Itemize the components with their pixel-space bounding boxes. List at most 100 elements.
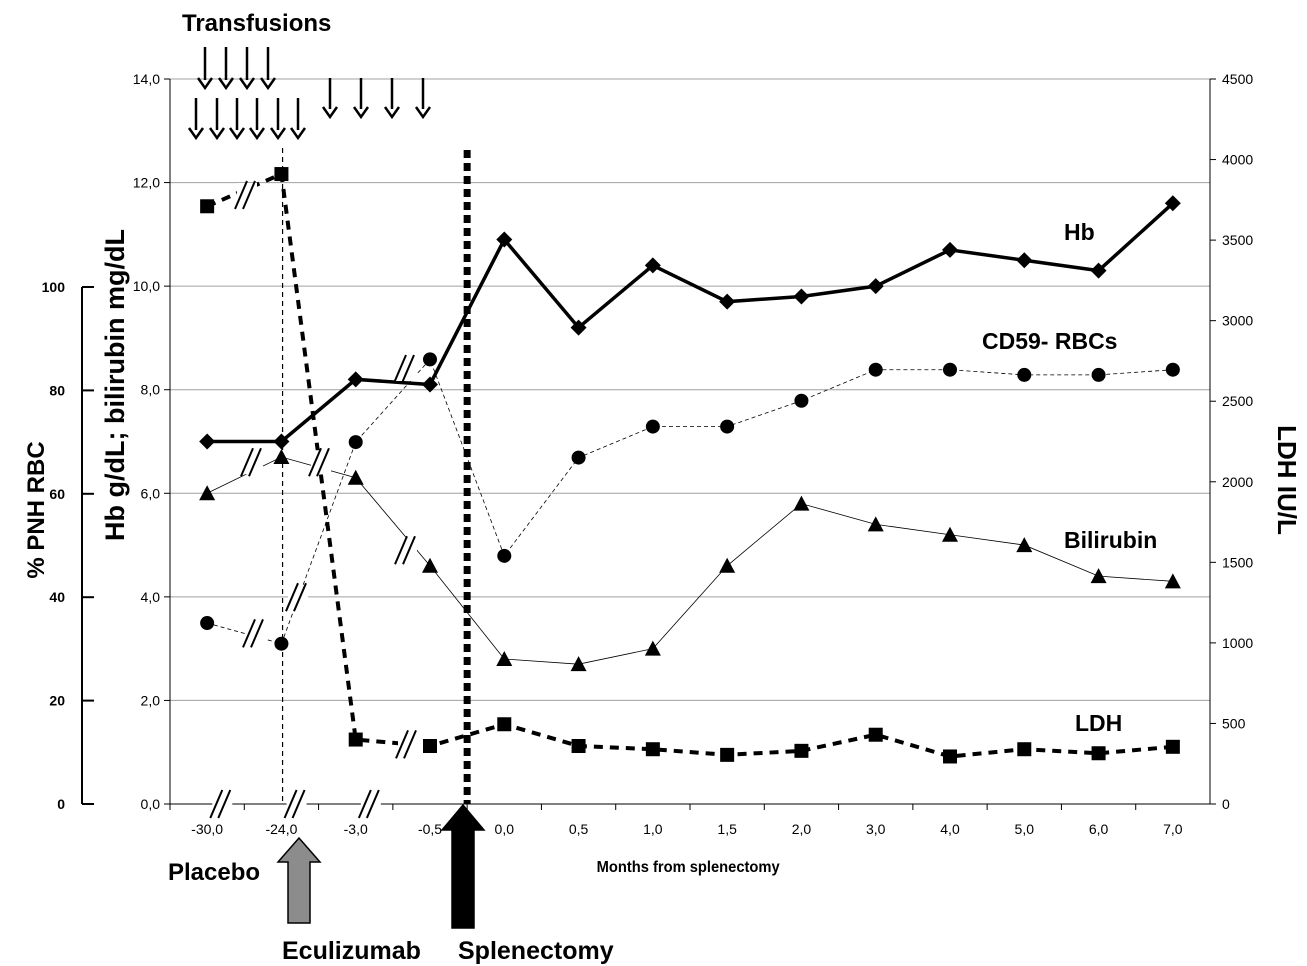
data-point (199, 433, 216, 450)
data-point (793, 495, 810, 511)
x-tick-label: -24,0 (265, 821, 297, 837)
break-slash (248, 447, 262, 477)
data-point (200, 199, 215, 214)
break-slash (285, 582, 299, 612)
arrow-head (269, 127, 287, 141)
transfusion-arrow (196, 47, 214, 91)
series-label-ldh: LDH (1075, 710, 1122, 736)
arrow-head (248, 127, 266, 141)
data-point (1091, 367, 1106, 382)
data-point (199, 485, 216, 501)
transfusion-arrow (259, 47, 277, 91)
eculizumab-label: Eculizumab (282, 937, 421, 965)
left-inner-tick-label: 8,0 (141, 382, 161, 398)
break-slash (250, 618, 264, 648)
data-point (200, 616, 215, 631)
data-point (1090, 262, 1107, 279)
axis-breaks (209, 180, 418, 819)
right-tick-label: 1500 (1222, 554, 1253, 570)
data-point (719, 557, 736, 573)
break-slash (403, 729, 417, 759)
axes (81, 78, 1216, 810)
x-tick-label: 4,0 (940, 821, 960, 837)
data-point (1017, 367, 1032, 382)
break-slash (402, 535, 416, 565)
left-outer-tick-label: 100 (42, 279, 66, 295)
left-inner-tick-label: 4,0 (141, 589, 161, 605)
break-slash (234, 180, 248, 210)
x-tick-label: 3,0 (866, 821, 886, 837)
arrow-head (208, 127, 226, 141)
transfusion-arrow (228, 98, 246, 141)
series-line (207, 358, 1173, 645)
right-tick-label: 500 (1222, 715, 1246, 731)
break-slash (357, 789, 372, 819)
right-tick-label: 2500 (1222, 393, 1253, 409)
x-tick-label: 0,5 (569, 821, 589, 837)
left-outer-tick-label: 60 (49, 486, 65, 502)
data-point (422, 557, 438, 573)
data-point (943, 362, 957, 377)
x-tick-label: 1,0 (643, 821, 663, 837)
data-point (1017, 742, 1032, 757)
left-outer-tick-label: 20 (49, 693, 65, 709)
right-tick-label: 2000 (1222, 474, 1253, 490)
series-line (207, 201, 1175, 444)
x-tick-label: -0,5 (418, 821, 442, 837)
arrow-head (414, 106, 432, 120)
break-slash (240, 447, 254, 477)
transfusion-arrow (289, 98, 307, 141)
data-point (570, 656, 587, 672)
break-slash (394, 535, 408, 565)
annotations (187, 47, 486, 929)
data-point (496, 231, 513, 248)
break-slash (393, 354, 407, 384)
series-layer (199, 167, 1181, 764)
arrow-head (383, 106, 401, 120)
data-point (1164, 573, 1181, 589)
placebo-arrow (276, 836, 322, 924)
data-point (645, 419, 660, 434)
data-point (571, 739, 586, 753)
data-point (868, 362, 883, 377)
arrow-head (187, 127, 205, 141)
transfusion-arrow (269, 98, 287, 141)
left-outer-axis-title: % PNH RBC (23, 441, 50, 578)
data-point (942, 526, 958, 542)
data-point (793, 288, 810, 305)
data-point (645, 742, 660, 757)
series-0 (199, 195, 1181, 450)
data-point (1165, 362, 1180, 377)
left-inner-tick-label: 10,0 (133, 278, 160, 294)
break-slash (242, 618, 256, 648)
transfusion-arrow (238, 47, 256, 91)
data-point (942, 241, 958, 258)
data-point (348, 435, 363, 450)
break-slash (217, 789, 232, 819)
data-point (273, 433, 290, 450)
left-outer-tick-label: 40 (49, 589, 65, 605)
arrow-head (228, 127, 246, 141)
transfusion-arrow (321, 78, 339, 120)
break-slash (209, 789, 224, 819)
data-point (497, 717, 512, 732)
data-point (273, 449, 290, 465)
left-inner-tick-label: 12,0 (133, 175, 160, 191)
left-inner-tick-label: 6,0 (141, 485, 161, 501)
left-inner-tick-label: 2,0 (141, 692, 161, 708)
series-label-hb: Hb (1064, 219, 1095, 245)
left-inner-tick-label: 14,0 (133, 71, 160, 87)
series-line (206, 171, 1174, 759)
transfusions-label: Transfusions (182, 10, 331, 37)
transfusion-arrow (383, 78, 401, 120)
break-slash (291, 789, 306, 819)
break-slash (395, 729, 409, 759)
tick-labels: 0,02,04,06,08,010,012,014,00500100015002… (42, 71, 1254, 837)
break-slash (293, 582, 307, 612)
data-point (571, 450, 586, 465)
left-inner-tick-label: 0,0 (141, 796, 161, 812)
right-tick-label: 4500 (1222, 71, 1253, 87)
x-tick-label: 5,0 (1015, 821, 1035, 837)
x-tick-label: 2,0 (792, 821, 812, 837)
